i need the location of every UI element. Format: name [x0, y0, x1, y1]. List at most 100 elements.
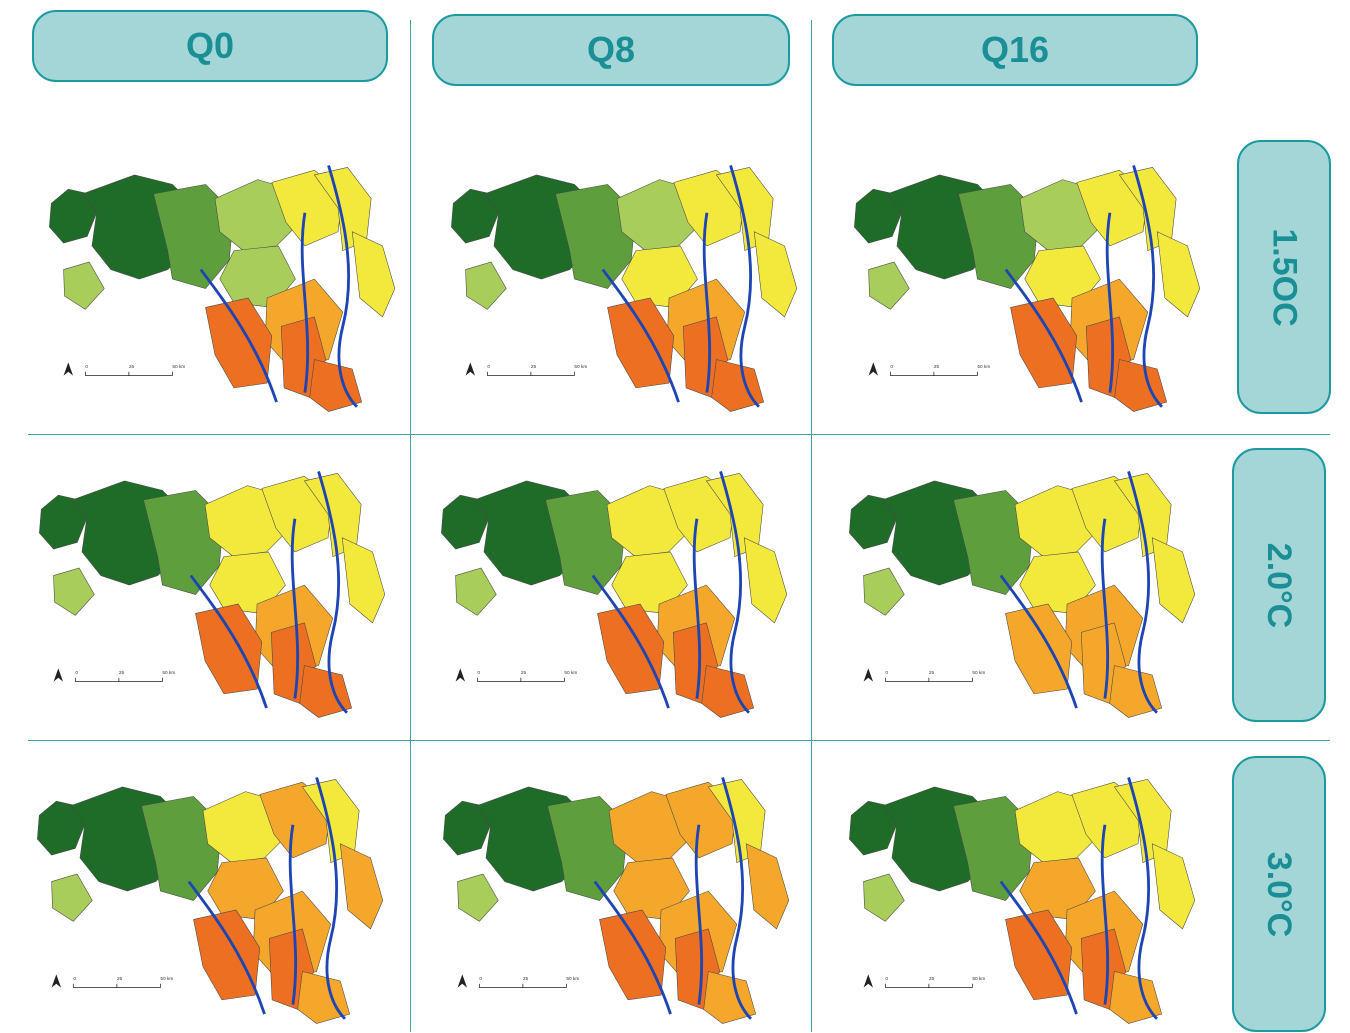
row-header-label: 1.5OC	[1265, 227, 1304, 327]
river-line	[288, 824, 298, 1005]
river-line	[1105, 212, 1115, 393]
map-region	[555, 184, 637, 289]
column-header-q16: Q16	[832, 14, 1198, 86]
north-arrow-icon	[863, 974, 874, 988]
map-region	[51, 873, 93, 922]
scale-bar-label: 0	[890, 364, 893, 370]
scale-bar: 0 25 50 km	[51, 974, 173, 988]
scale-bar-label: 0	[75, 670, 78, 676]
grid-divider-vertical	[410, 20, 411, 1032]
north-arrow-icon	[63, 362, 74, 376]
map-region	[607, 297, 675, 389]
north-arrow-icon	[455, 668, 466, 682]
scale-bar: 0 25 50 km	[53, 668, 175, 682]
grid-divider-horizontal	[28, 740, 1330, 741]
scale-bar: 0 25 50 km	[63, 362, 185, 376]
map-region	[958, 184, 1040, 289]
map-region	[849, 800, 898, 856]
map-region	[39, 494, 88, 550]
map-region	[63, 261, 105, 310]
column-header-q0: Q0	[32, 10, 388, 82]
scale-bar-label: 50 km	[972, 976, 985, 982]
scale-bar-label: 25	[934, 364, 940, 370]
scale-bar: 0 25 50 km	[455, 668, 577, 682]
map-region	[1010, 297, 1078, 389]
river-line	[1127, 471, 1158, 714]
map-region	[143, 490, 225, 595]
map-region	[545, 490, 627, 595]
map-region	[597, 603, 665, 695]
map-region	[37, 800, 86, 856]
scale-bar-label: 25	[929, 670, 935, 676]
column-header-label: Q8	[586, 29, 636, 70]
river-line	[199, 268, 278, 403]
map-region	[854, 188, 903, 244]
row-header-3-0c: 3.0°C	[1232, 756, 1326, 1032]
map-2-1: 0 25 50 km	[20, 462, 390, 727]
scale-bar-label: 50 km	[564, 670, 577, 676]
column-header-label: Q0	[185, 25, 235, 66]
map-region	[953, 490, 1035, 595]
row-header-1-5c: 1.5OC	[1237, 140, 1331, 414]
scale-bar-label: 50 km	[972, 670, 985, 676]
river-line	[189, 574, 268, 709]
scale-bar-label: 0	[885, 670, 888, 676]
scale-bar-label: 50 km	[162, 670, 175, 676]
map-region	[351, 231, 396, 318]
scale-bar-label: 0	[85, 364, 88, 370]
map-region	[753, 231, 798, 318]
north-arrow-icon	[863, 668, 874, 682]
north-arrow-icon	[457, 974, 468, 988]
row-header-2-0c: 2.0°C	[1232, 448, 1326, 722]
scale-bar-label: 50 km	[172, 364, 185, 370]
map-region	[745, 843, 790, 930]
scale-bar-label: 25	[119, 670, 125, 676]
river-line	[1100, 518, 1110, 699]
map-region	[863, 873, 905, 922]
scale-bar-label: 0	[477, 670, 480, 676]
river-line	[1127, 777, 1158, 1020]
river-line	[729, 165, 760, 408]
map-region	[547, 796, 629, 901]
map-region	[1005, 603, 1073, 695]
scale-bar: 0 25 50 km	[868, 362, 990, 376]
scale-bar: 0 25 50 km	[465, 362, 587, 376]
column-header-label: Q16	[980, 29, 1050, 70]
river-line	[999, 574, 1078, 709]
map-region	[341, 537, 386, 624]
river-line	[593, 880, 672, 1015]
map-region	[1156, 231, 1201, 318]
map-3-2: 0 25 50 km	[424, 768, 794, 1033]
scale-bar-label: 50 km	[566, 976, 579, 982]
map-region	[599, 909, 667, 1001]
map-region	[465, 261, 507, 310]
river-line	[692, 518, 702, 699]
north-arrow-icon	[51, 974, 62, 988]
map-region	[443, 800, 492, 856]
map-region	[1151, 843, 1196, 930]
map-region	[49, 188, 98, 244]
river-line	[601, 268, 680, 403]
map-2-3: 0 25 50 km	[830, 462, 1200, 727]
map-1-3: 0 25 50 km	[835, 156, 1205, 421]
map-region	[441, 494, 490, 550]
map-region	[849, 494, 898, 550]
river-line	[1132, 165, 1163, 408]
map-region	[1151, 537, 1196, 624]
scale-bar-label: 0	[487, 364, 490, 370]
map-region	[868, 261, 910, 310]
river-line	[290, 518, 300, 699]
map-region	[153, 184, 235, 289]
map-region	[451, 188, 500, 244]
river-line	[315, 777, 346, 1020]
map-1-1: 0 25 50 km	[30, 156, 400, 421]
scale-bar: 0 25 50 km	[863, 668, 985, 682]
map-3-1: 0 25 50 km	[18, 768, 388, 1033]
map-region	[339, 843, 384, 930]
map-region	[195, 603, 263, 695]
north-arrow-icon	[53, 668, 64, 682]
north-arrow-icon	[465, 362, 476, 376]
river-line	[317, 471, 348, 714]
grid-divider-horizontal	[28, 434, 1330, 435]
map-region	[863, 567, 905, 616]
